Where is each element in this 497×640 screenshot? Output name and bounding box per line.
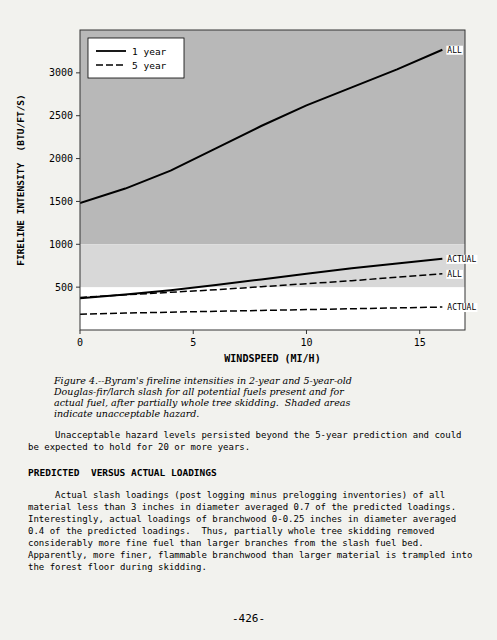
line-label-background: [446, 255, 477, 264]
y-axis-label: FIRELINE INTENSITY (BTU/FT/S): [15, 94, 26, 266]
line-label-background: [446, 303, 477, 312]
page-number: -426-: [232, 612, 265, 625]
y-tick-label: 500: [55, 282, 73, 293]
body-line: 0.4 of the predicted loadings. Thus, par…: [28, 526, 434, 536]
x-axis-label: WINDSPEED (MI/H): [224, 353, 320, 364]
body-line: Actual slash loadings (post logging minu…: [28, 490, 445, 500]
y-tick: [76, 244, 80, 245]
caption-line: Figure 4.--Byram's fireline intensities …: [53, 375, 352, 386]
x-tick: [193, 330, 194, 334]
y-tick: [76, 158, 80, 159]
hazard-shade: [80, 244, 465, 287]
body-line: material less than 3 inches in diameter …: [28, 502, 456, 512]
legend-swatch: [96, 50, 126, 52]
legend: 1 year 5 year: [88, 38, 184, 78]
x-tick: [80, 330, 81, 334]
series-line: [80, 274, 442, 298]
body-line: Interestingly, actual loadings of branch…: [28, 514, 456, 524]
y-tick: [76, 287, 80, 288]
line-label: ALL: [447, 46, 462, 55]
x-tick-label: 5: [190, 337, 196, 348]
legend-label: 1 year: [132, 46, 167, 57]
y-tick-label: 1000: [49, 239, 73, 250]
line-label-background: [446, 46, 463, 55]
x-tick-label: 10: [300, 337, 312, 348]
y-tick-label: 1500: [49, 196, 73, 207]
legend-label: 5 year: [132, 60, 167, 71]
plot-marks: [80, 30, 465, 314]
series-line: [80, 307, 442, 314]
x-tick: [419, 330, 420, 334]
line-label: ALL: [447, 270, 462, 279]
x-tick-label: 0: [77, 337, 83, 348]
body-line: be expected to hold for 20 or more years…: [28, 442, 250, 452]
line-label: ACTUAL: [447, 303, 476, 312]
legend-box: [88, 38, 184, 78]
plot-background: [80, 30, 465, 330]
legend-swatch: [96, 64, 126, 65]
y-tick-label: 2000: [49, 153, 73, 164]
y-tick: [76, 115, 80, 116]
caption-line: actual fuel, after partially whole tree …: [54, 397, 350, 408]
page-background: [0, 0, 497, 640]
y-tick: [76, 72, 80, 73]
page: 0 5 10 15 500 1000 1500 2000 2500 3000 WINDSPEED (…: [0, 0, 497, 640]
body-line: Unacceptable hazard levels persisted bey…: [28, 430, 461, 440]
x-tick-label: 15: [414, 337, 426, 348]
line-label: ACTUAL: [447, 255, 476, 264]
y-tick: [76, 201, 80, 202]
y-tick-label: 2500: [49, 110, 73, 121]
body-line: considerably more fine fuel than larger …: [28, 538, 424, 548]
y-tick-label: 3000: [49, 67, 73, 78]
body-line: Apparently, more finer, flammable branch…: [28, 550, 472, 560]
x-tick: [306, 330, 307, 334]
caption-line: Douglas-fir/larch slash for all potentia…: [53, 386, 345, 397]
body-line: the forest floor during skidding.: [28, 562, 207, 572]
plot-frame: [80, 30, 465, 330]
series-line: [80, 259, 442, 298]
line-label-background: [446, 270, 463, 279]
section-heading: PREDICTED VERSUS ACTUAL LOADINGS: [28, 467, 217, 478]
caption-line: indicate unacceptable hazard.: [54, 408, 199, 419]
hazard-shade: [80, 30, 465, 244]
